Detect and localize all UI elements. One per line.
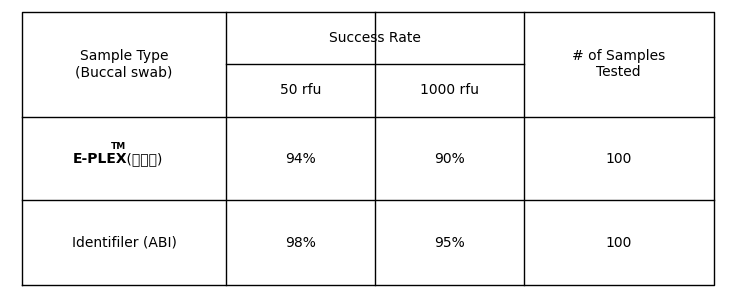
Text: E-PLEX: E-PLEX — [73, 152, 127, 166]
Text: 50 rfu: 50 rfu — [280, 83, 321, 97]
Text: (젠닥스): (젠닥스) — [122, 152, 163, 166]
Text: 90%: 90% — [434, 152, 464, 166]
Text: Identifiler (ABI): Identifiler (ABI) — [71, 236, 177, 250]
Text: TM: TM — [111, 143, 127, 151]
Text: 100: 100 — [606, 152, 632, 166]
Text: 1000 rfu: 1000 rfu — [420, 83, 479, 97]
Text: 94%: 94% — [285, 152, 316, 166]
Text: Sample Type
(Buccal swab): Sample Type (Buccal swab) — [75, 49, 173, 79]
Text: # of Samples
Tested: # of Samples Tested — [572, 49, 665, 79]
Text: Success Rate: Success Rate — [329, 31, 421, 45]
Text: 95%: 95% — [434, 236, 464, 250]
Text: 98%: 98% — [285, 236, 316, 250]
Text: 100: 100 — [606, 236, 632, 250]
